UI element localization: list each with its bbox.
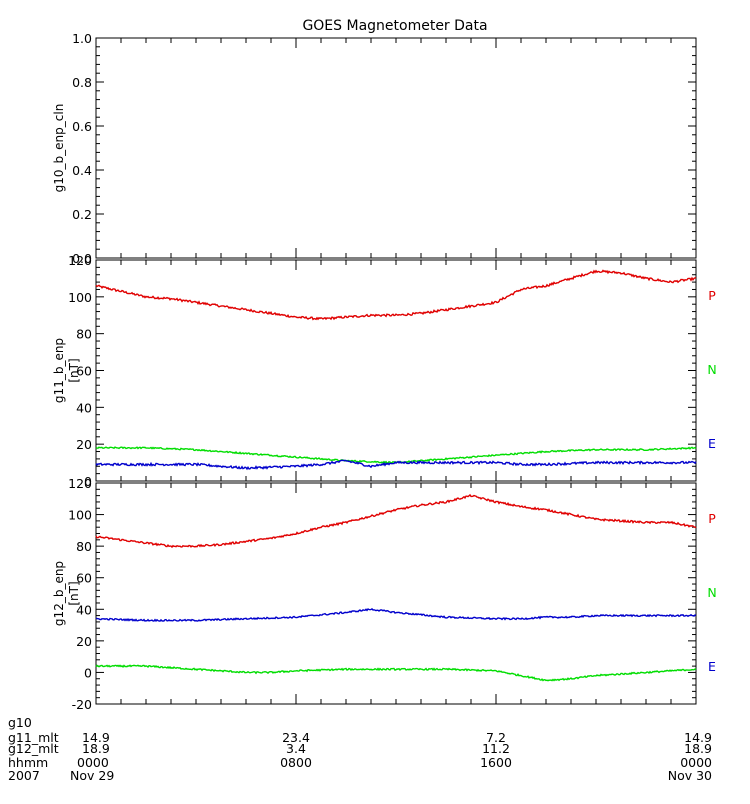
panel-1-series-N: [95, 446, 697, 464]
panel-2-yunit: [nT]: [67, 581, 81, 605]
panel-1-legend-N: N: [707, 362, 716, 377]
footer-hhmm: 0800: [280, 755, 312, 770]
panel-1-yunit: [nT]: [67, 358, 81, 382]
panel-2-series-P: [95, 493, 697, 549]
panel-2-ytick-label: 100: [68, 508, 92, 523]
footer-label-g11_mlt: g11_mlt: [8, 730, 59, 745]
panel-1-ylabel: g11_b_enp: [52, 338, 66, 403]
panel-2-frame: [95, 482, 697, 705]
panel-2-series-E: [95, 608, 697, 623]
panel-1-ytick-label: 120: [68, 253, 92, 268]
panel-1-frame: [95, 259, 697, 482]
panel-0-ytick-label: 0.4: [72, 163, 92, 178]
panel-2-ylabel: g12_b_enp: [52, 561, 66, 626]
panel-1-ytick-label: 40: [76, 400, 92, 415]
panel-1-ytick-label: 0: [84, 474, 92, 489]
footer-g11-mlt: 14.9: [684, 730, 712, 745]
panel-2-ytick-label: -20: [72, 697, 92, 712]
panel-2-series-N: [95, 664, 697, 682]
panel-0-ytick-label: 1.0: [72, 31, 92, 46]
panel-2-ytick-label: 60: [76, 571, 92, 586]
panel-0-ylabel: g10_b_enp_cln: [52, 104, 66, 193]
footer-label-g12_mlt: g12_mlt: [8, 741, 59, 756]
panel-1-series-E: [95, 459, 697, 471]
footer-g11-mlt: 14.9: [82, 730, 110, 745]
footer-g11-mlt: 7.2: [486, 730, 506, 745]
panel-2-ytick-label: 20: [76, 634, 92, 649]
footer-g12-mlt: 3.4: [286, 741, 306, 756]
panel-2-ytick-label: 120: [68, 476, 92, 491]
panel-1-series-P: [95, 269, 697, 321]
panel-0-ytick-label: 0.6: [72, 119, 92, 134]
panel-2-ytick-label: 0: [84, 665, 92, 680]
footer-hhmm: 0000: [680, 755, 712, 770]
footer-hhmm: 0000: [77, 755, 109, 770]
footer-g12-mlt: 11.2: [482, 741, 510, 756]
panel-1-ytick-label: 100: [68, 290, 92, 305]
panel-0-ytick-label: 0.0: [72, 251, 92, 266]
panel-1-ytick-label: 60: [76, 364, 92, 379]
panel-2-legend-N: N: [707, 585, 716, 600]
footer-date: Nov 30: [668, 768, 712, 783]
panel-1-legend-P: P: [708, 288, 716, 303]
footer-label-g10: g10: [8, 715, 32, 730]
chart-title: GOES Magnetometer Data: [302, 18, 487, 34]
footer-g12-mlt: 18.9: [82, 741, 110, 756]
panel-2-ytick-label: 80: [76, 539, 92, 554]
panel-2-legend-E: E: [708, 659, 716, 674]
panel-0-ytick-label: 0.8: [72, 75, 92, 90]
panel-0-ytick-label: 0.2: [72, 207, 92, 222]
footer-date: Nov 29: [70, 768, 114, 783]
panel-2-ytick-label: 40: [76, 602, 92, 617]
footer-label-2007: 2007: [8, 768, 40, 783]
panel-1-ytick-label: 20: [76, 437, 92, 452]
panel-1-legend-E: E: [708, 436, 716, 451]
footer-g11-mlt: 23.4: [282, 730, 310, 745]
panel-2-legend-P: P: [708, 511, 716, 526]
panel-0-frame: [95, 37, 697, 259]
panel-1-ytick-label: 80: [76, 327, 92, 342]
footer-hhmm: 1600: [480, 755, 512, 770]
footer-label-hhmm: hhmm: [8, 755, 48, 770]
footer-g12-mlt: 18.9: [684, 741, 712, 756]
